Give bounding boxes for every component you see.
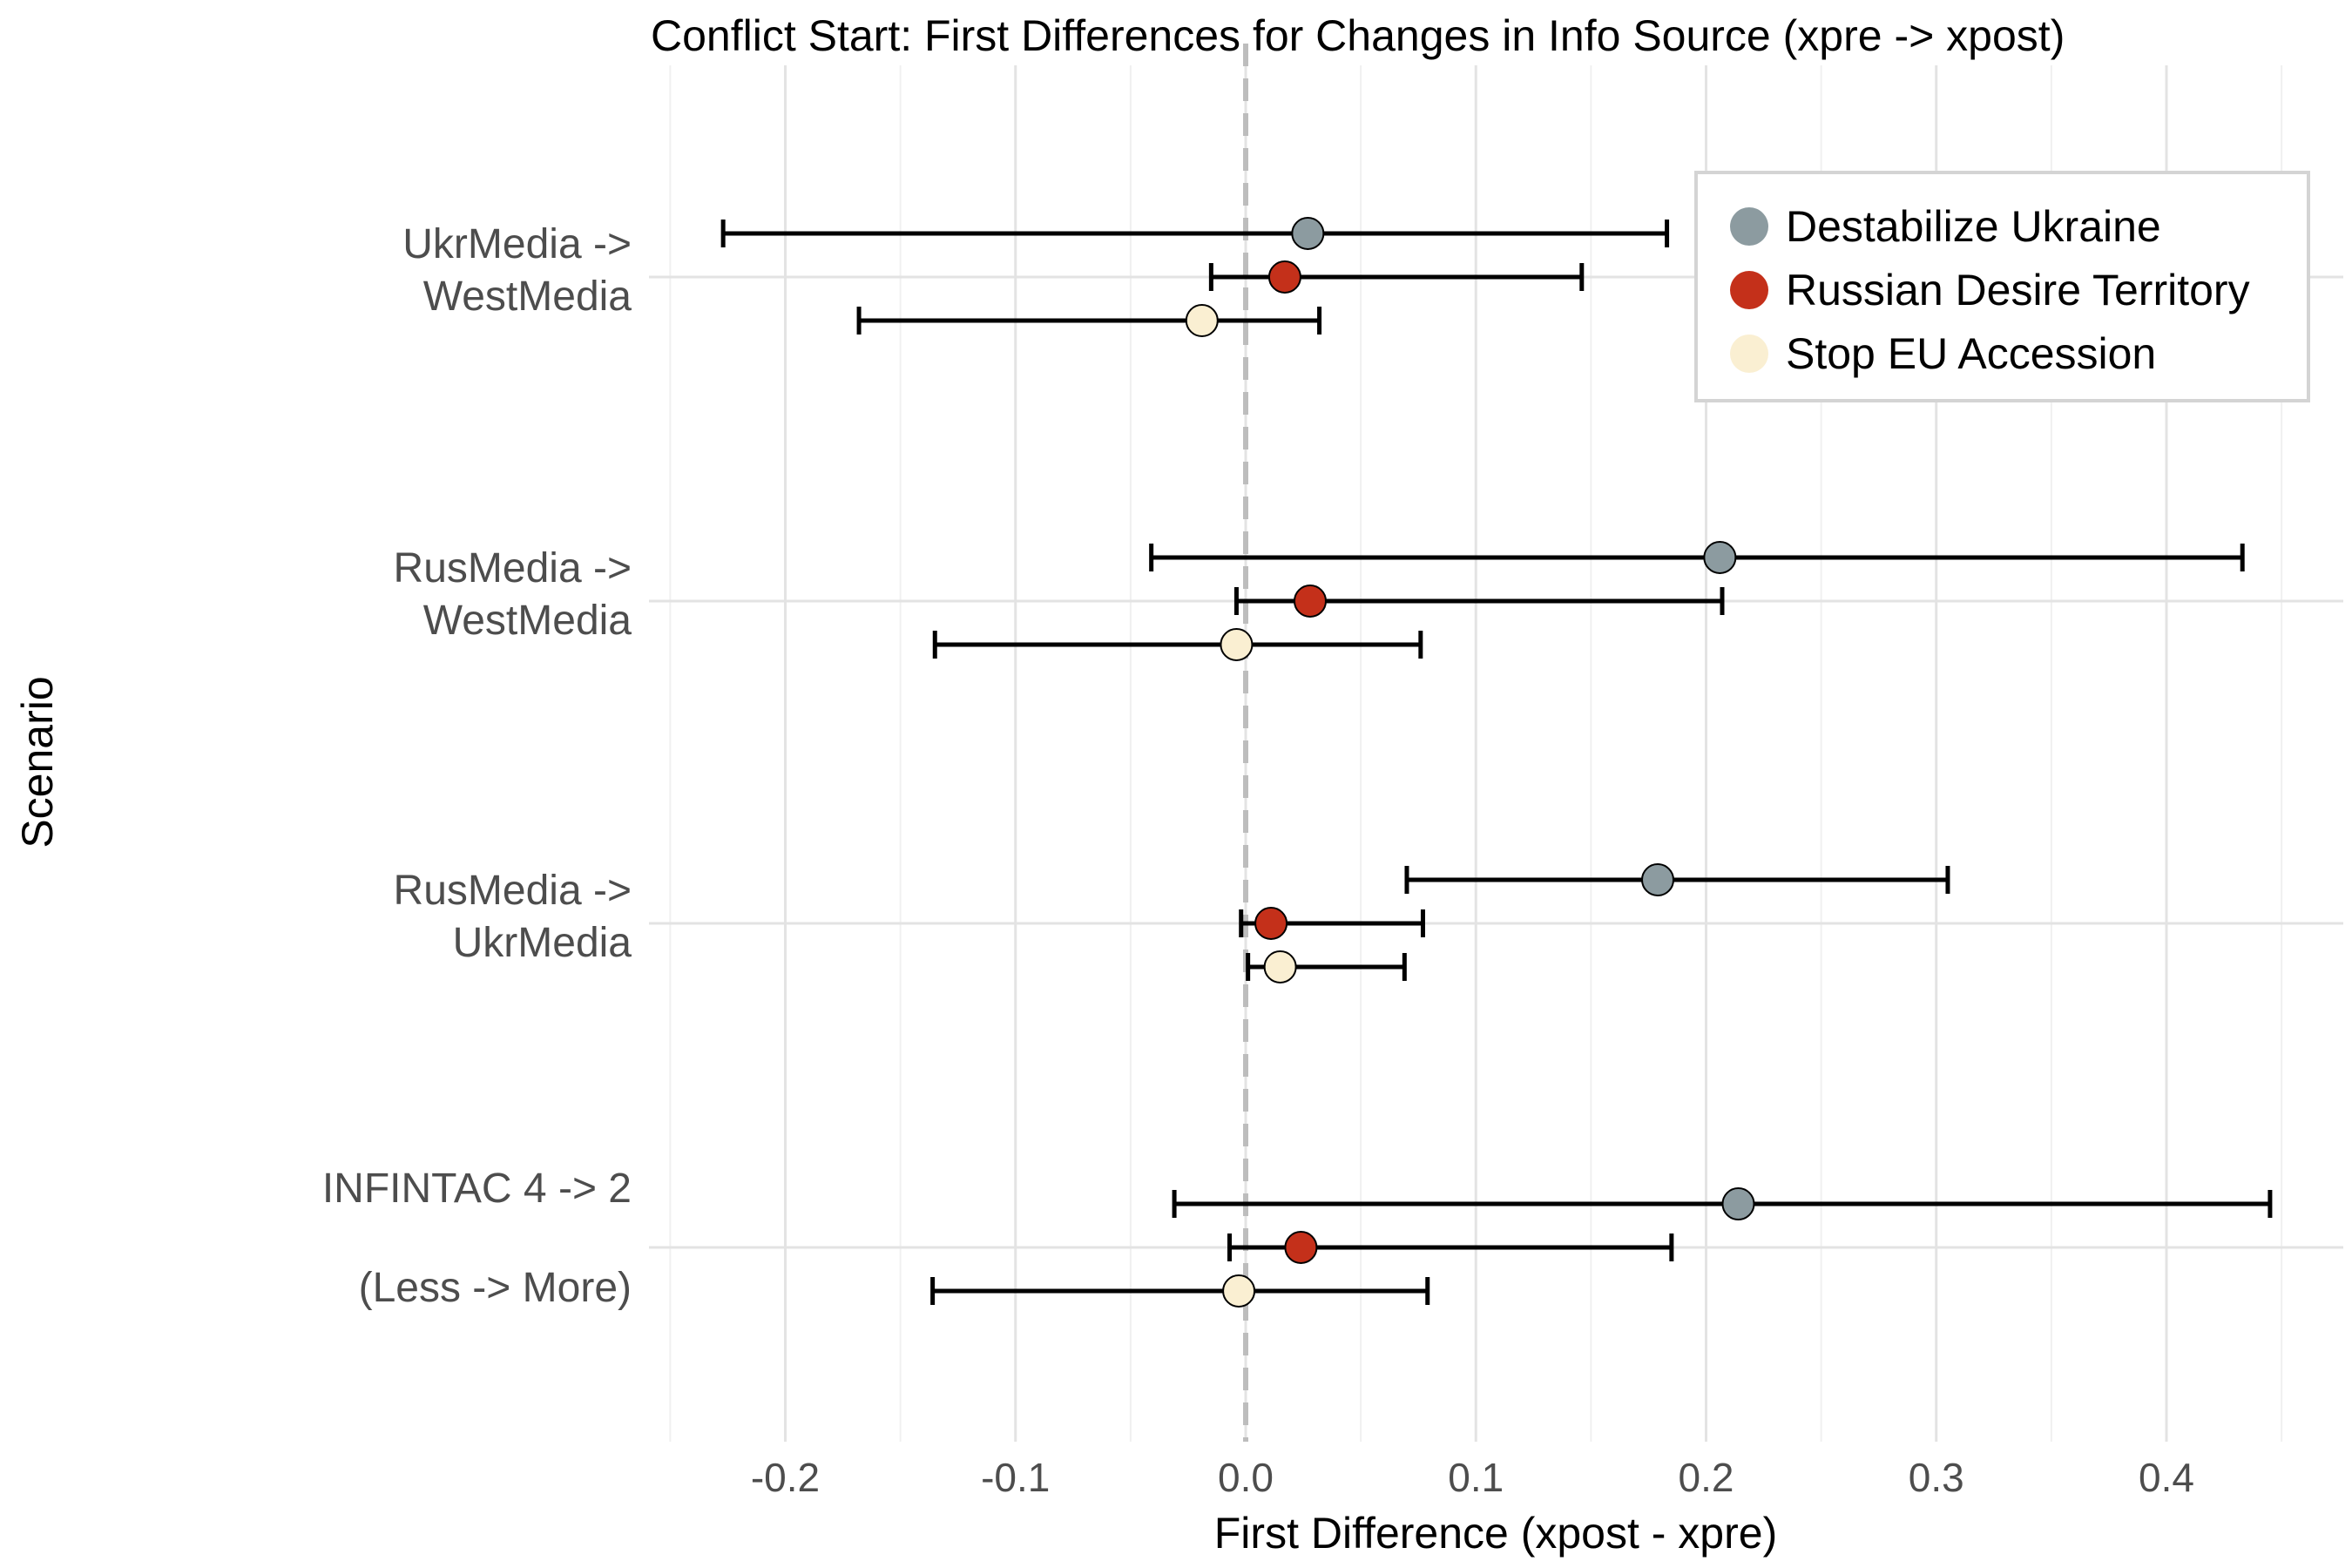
y-axis-title: Scenario [13,676,62,848]
x-tick-label: -0.1 [981,1455,1050,1500]
legend-swatch [1730,335,1768,373]
data-point [1263,950,1297,983]
x-tick-label: 0.1 [1448,1455,1504,1500]
data-point [1291,217,1325,250]
data-point [1220,628,1254,661]
data-point [1267,260,1301,294]
x-tick-label: 0.3 [1909,1455,1964,1500]
data-point [1254,907,1288,940]
legend: Destabilize Ukraine Russian Desire Territ… [1694,171,2310,402]
y-tick-label: INFINTAC 4 -> 2 [322,1166,632,1212]
x-tick-label: 0.4 [2139,1455,2194,1500]
y-tick-label: WestMedia [423,598,632,644]
x-tick-label: 0.2 [1679,1455,1734,1500]
y-tick-label: UkrMedia [453,920,632,966]
x-axis-title: First Difference (xpost - xpre) [1214,1509,1777,1558]
y-tick-label: UkrMedia -> [402,221,632,267]
data-point [1185,304,1219,337]
data-point [1284,1231,1318,1264]
x-axis-tick-labels: -0.2 -0.1 0.0 0.1 0.2 0.3 0.4 [751,1455,2194,1500]
data-point [1293,585,1327,618]
legend-label: Russian Desire Territory [1786,266,2250,314]
data-point [1641,863,1675,896]
x-tick-label: -0.2 [751,1455,820,1500]
legend-swatch [1730,207,1768,246]
y-tick-label: RusMedia -> [394,868,632,914]
data-point [1222,1274,1256,1308]
y-axis-tick-labels: UkrMedia -> WestMedia RusMedia -> WestMedia… [322,221,632,1311]
legend-swatch [1730,271,1768,309]
legend-label: Stop EU Accession [1786,329,2156,378]
y-tick-label: RusMedia -> [394,545,632,591]
legend-box [1694,171,2310,402]
x-tick-label: 0.0 [1218,1455,1274,1500]
data-point [1721,1187,1755,1220]
data-point [1703,541,1737,574]
chart-title: Conflict Start: First Differences for Ch… [651,11,2065,60]
y-tick-label: (Less -> More) [359,1265,632,1311]
y-tick-label: WestMedia [423,274,632,320]
plot-marks [720,217,2273,1308]
legend-label: Destabilize Ukraine [1786,202,2161,251]
